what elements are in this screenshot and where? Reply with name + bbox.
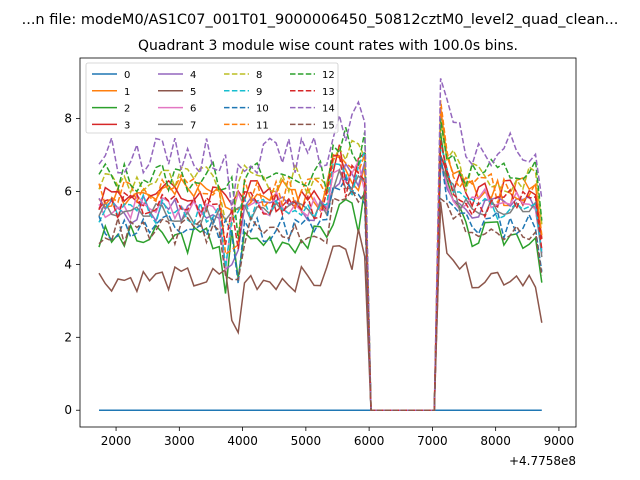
legend-label-8: 8 [256, 70, 262, 81]
y-axis: 0 2 4 6 8 [64, 112, 80, 417]
series-line-12 [98, 118, 543, 411]
legend-label-6: 6 [190, 104, 196, 115]
series-line-15 [98, 189, 543, 411]
legend-label-5: 5 [190, 87, 196, 98]
x-tick-label: 9000 [544, 434, 575, 448]
series-line-14 [98, 78, 543, 411]
legend-label-3: 3 [124, 120, 130, 131]
series-line-7 [98, 162, 543, 411]
plot-area: 2000 3000 4000 5000 6000 7000 8000 9000 0 2 4 6 8 +… [64, 57, 577, 468]
legend-label-7: 7 [190, 120, 196, 131]
legend-label-9: 9 [256, 87, 262, 98]
legend-label-14: 14 [322, 104, 335, 115]
series-line-4 [98, 158, 543, 411]
y-tick-label: 6 [64, 184, 72, 198]
y-tick-label: 4 [64, 257, 72, 271]
x-tick-label: 2000 [101, 434, 132, 448]
y-tick-label: 2 [64, 330, 72, 344]
legend-box [85, 62, 339, 134]
legend-label-4: 4 [190, 70, 196, 81]
y-tick-label: 0 [64, 403, 72, 417]
legend-label-11: 11 [256, 120, 269, 131]
legend-label-12: 12 [322, 70, 335, 81]
x-tick-label: 3000 [164, 434, 195, 448]
x-offset-label: +4.7758e8 [509, 454, 576, 468]
x-tick-label: 4000 [227, 434, 258, 448]
series-line-11 [98, 100, 543, 411]
x-tick-label: 8000 [480, 434, 511, 448]
legend-label-0: 0 [124, 70, 130, 81]
legend-label-10: 10 [256, 104, 269, 115]
y-tick-label: 8 [64, 112, 72, 126]
legend-label-15: 15 [322, 120, 335, 131]
x-axis: 2000 3000 4000 5000 6000 7000 8000 9000 [101, 427, 574, 448]
series-line-5 [98, 202, 543, 411]
x-tick-label: 5000 [291, 434, 322, 448]
x-tick-label: 7000 [417, 434, 448, 448]
series-line-13 [98, 140, 543, 411]
figure-suptitle: ...n file: modeM0/AS1C07_001T01_90000064… [22, 12, 619, 28]
series-line-8 [98, 122, 543, 411]
series-layer [98, 78, 543, 411]
x-tick-label: 6000 [354, 434, 385, 448]
axes-frame [79, 57, 577, 428]
series-line-9 [98, 143, 543, 411]
chart-title: Quadrant 3 module wise count rates with … [138, 38, 518, 54]
legend-label-2: 2 [124, 104, 130, 115]
series-line-10 [98, 154, 543, 411]
legend-label-1: 1 [124, 87, 130, 98]
legend-label-13: 13 [322, 87, 335, 98]
